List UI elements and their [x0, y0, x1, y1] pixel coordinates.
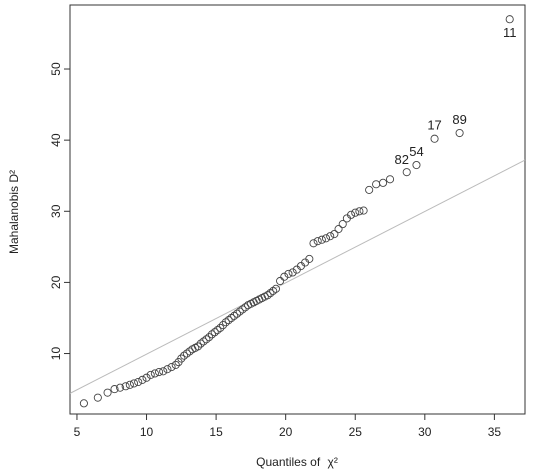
data-point [116, 383, 125, 392]
data-point [402, 168, 411, 177]
data-point [138, 375, 147, 384]
data-point [238, 305, 247, 314]
data-point [121, 382, 130, 391]
data-point [379, 178, 388, 187]
point-label: 89 [452, 112, 466, 127]
data-point [280, 272, 289, 281]
data-point [213, 326, 222, 335]
y-tick-label: 40 [49, 133, 63, 147]
data-point [359, 206, 368, 215]
data-point [221, 318, 230, 327]
data-point [269, 286, 278, 295]
plot-border [69, 4, 526, 415]
point-label: 82 [394, 152, 408, 167]
y-tick-label: 20 [49, 275, 63, 289]
data-point [205, 333, 214, 342]
data-point [207, 330, 216, 339]
data-point [224, 316, 233, 325]
data-point [365, 185, 374, 194]
point-label: 54 [409, 144, 423, 159]
data-point [230, 311, 239, 320]
y-tick-label: 50 [49, 62, 63, 76]
x-axis: 5 10 15 20 25 30 35 [74, 414, 502, 439]
x-tick-label: 15 [209, 425, 223, 439]
data-point [235, 307, 244, 316]
data-point [196, 339, 205, 348]
data-point [163, 365, 172, 374]
data-point [167, 363, 176, 372]
data-point [412, 160, 421, 170]
x-tick-label: 30 [418, 425, 432, 439]
data-point [216, 323, 225, 332]
data-point [146, 370, 155, 379]
data-point [355, 207, 364, 216]
data-point [232, 309, 242, 318]
data-points [79, 15, 514, 408]
x-tick-label: 35 [488, 425, 502, 439]
data-point [351, 208, 360, 217]
data-point [159, 367, 168, 376]
data-point [305, 254, 314, 263]
y-tick-label: 10 [49, 347, 63, 361]
data-point [271, 284, 280, 293]
data-point [210, 328, 219, 337]
data-point [385, 175, 395, 184]
data-point [110, 385, 119, 394]
reference-line [69, 159, 526, 394]
y-axis: 10 20 30 40 50 [49, 62, 70, 360]
data-point [455, 128, 464, 138]
data-point [338, 220, 347, 229]
y-tick-label: 30 [49, 204, 63, 218]
data-point [79, 399, 88, 408]
data-point [155, 367, 164, 377]
data-point [241, 303, 250, 312]
data-point [334, 225, 343, 234]
x-axis-title-symbol: χ² [328, 455, 338, 469]
data-point [142, 373, 151, 382]
data-point [125, 380, 134, 389]
data-point [219, 321, 228, 330]
x-axis-title: Quantiles of χ² [256, 455, 338, 469]
data-point [321, 234, 331, 243]
data-point [202, 335, 211, 344]
x-tick-label: 10 [140, 425, 154, 439]
data-point [263, 291, 272, 300]
data-point [227, 313, 236, 323]
data-point [430, 134, 439, 143]
x-tick-label: 25 [349, 425, 363, 439]
data-point [288, 268, 297, 277]
data-point [182, 349, 191, 358]
data-point [93, 393, 102, 402]
data-point [180, 351, 189, 360]
data-point [313, 237, 322, 246]
y-axis-title: Mahalanobis D² [7, 170, 21, 254]
x-tick-label: 20 [279, 425, 293, 439]
data-point [185, 347, 194, 356]
x-axis-title-text: Quantiles of [256, 455, 321, 469]
data-point [276, 276, 285, 286]
data-point [266, 289, 275, 298]
x-tick-label: 5 [74, 425, 81, 439]
data-point [177, 354, 186, 363]
data-point [347, 210, 356, 219]
point-label: 11 [503, 25, 517, 40]
data-point [129, 379, 139, 388]
point-label: 17 [427, 118, 441, 133]
data-point [134, 377, 143, 387]
data-point [171, 360, 180, 369]
data-point [199, 337, 208, 346]
data-point [326, 232, 335, 241]
data-point [330, 229, 339, 239]
data-point [150, 369, 159, 378]
data-point [284, 269, 293, 278]
data-point [103, 388, 112, 397]
data-point [372, 180, 381, 189]
data-point [309, 239, 318, 248]
data-point [505, 15, 514, 24]
data-point [317, 235, 326, 244]
data-point [193, 342, 203, 351]
